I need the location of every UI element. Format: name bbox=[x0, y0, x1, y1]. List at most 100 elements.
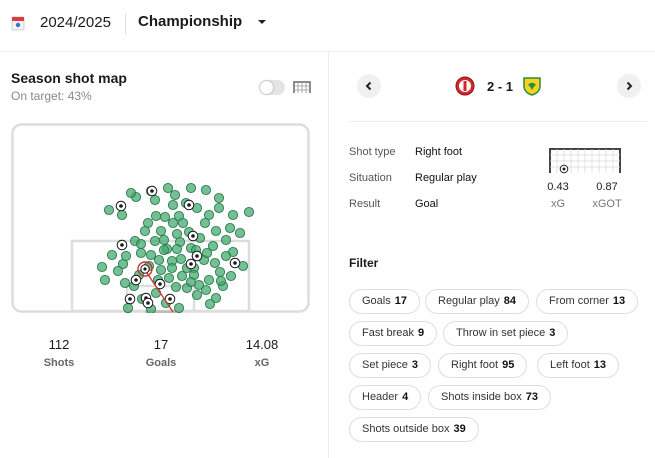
shot-marker[interactable] bbox=[203, 209, 215, 221]
shot-marker[interactable] bbox=[135, 238, 147, 250]
next-match-button[interactable] bbox=[617, 74, 641, 98]
chip-count: 84 bbox=[503, 295, 517, 307]
shot-marker[interactable] bbox=[201, 247, 213, 259]
bristol-city-crest-icon[interactable] bbox=[455, 76, 475, 96]
shot-marker[interactable] bbox=[153, 254, 165, 266]
shot-marker[interactable] bbox=[116, 209, 128, 221]
shot-marker[interactable] bbox=[213, 192, 225, 204]
shot-marker[interactable] bbox=[142, 217, 154, 229]
filter-chip-shots-outside-box[interactable]: Shots outside box 39 bbox=[349, 417, 479, 442]
shot-marker[interactable] bbox=[185, 276, 197, 288]
shot-marker[interactable] bbox=[145, 249, 157, 261]
prev-match-button[interactable] bbox=[357, 74, 381, 98]
shot-marker[interactable] bbox=[112, 265, 124, 277]
shot-marker[interactable] bbox=[204, 298, 216, 310]
filter-chip-goals[interactable]: Goals 17 bbox=[349, 289, 420, 314]
shot-marker[interactable] bbox=[220, 234, 232, 246]
shot-marker[interactable] bbox=[150, 210, 162, 222]
goal-marker[interactable] bbox=[191, 250, 203, 262]
shot-marker[interactable] bbox=[225, 270, 237, 282]
goal-marker[interactable] bbox=[154, 278, 166, 290]
shot-map-pitch[interactable] bbox=[11, 123, 310, 313]
shot-marker[interactable] bbox=[207, 240, 219, 252]
goal-marker[interactable] bbox=[130, 274, 142, 286]
shot-marker[interactable] bbox=[149, 235, 161, 247]
norwich-city-crest-icon[interactable] bbox=[522, 76, 542, 96]
shot-marker[interactable] bbox=[155, 264, 167, 276]
shot-marker[interactable] bbox=[170, 281, 182, 293]
shot-marker[interactable] bbox=[171, 243, 183, 255]
shot-marker[interactable] bbox=[135, 247, 147, 259]
shot-marker[interactable] bbox=[106, 249, 118, 261]
shot-marker[interactable] bbox=[215, 275, 227, 287]
goal-frame-icon[interactable] bbox=[293, 80, 311, 94]
goal-marker[interactable] bbox=[124, 293, 136, 305]
goal-marker[interactable] bbox=[187, 230, 199, 242]
shot-marker[interactable] bbox=[158, 244, 170, 256]
shot-marker[interactable] bbox=[125, 187, 137, 199]
shot-marker[interactable] bbox=[227, 209, 239, 221]
shot-marker[interactable] bbox=[200, 284, 212, 296]
goal-marker[interactable] bbox=[115, 200, 127, 212]
shot-marker[interactable] bbox=[173, 302, 185, 313]
shot-marker[interactable] bbox=[122, 302, 134, 313]
shot-marker[interactable] bbox=[167, 217, 179, 229]
shot-marker[interactable] bbox=[220, 250, 232, 262]
filter-chip-throw-in-set-piece[interactable]: Throw in set piece 3 bbox=[443, 321, 569, 346]
shot-marker[interactable] bbox=[103, 204, 115, 216]
filter-chip-shots-inside-box[interactable]: Shots inside box 73 bbox=[428, 385, 551, 410]
shot-marker[interactable] bbox=[177, 217, 189, 229]
shot-marker[interactable] bbox=[155, 225, 167, 237]
goal-marker[interactable] bbox=[142, 297, 154, 309]
shot-marker[interactable] bbox=[185, 182, 197, 194]
shot-marker[interactable] bbox=[191, 289, 203, 301]
shot-marker[interactable] bbox=[199, 217, 211, 229]
shot-marker[interactable] bbox=[166, 262, 178, 274]
shot-marker[interactable] bbox=[175, 253, 187, 265]
goal-marker[interactable] bbox=[229, 257, 241, 269]
shot-marker[interactable] bbox=[210, 225, 222, 237]
shot-marker[interactable] bbox=[176, 270, 188, 282]
shot-marker[interactable] bbox=[234, 227, 246, 239]
shot-marker[interactable] bbox=[203, 274, 215, 286]
shot-marker[interactable] bbox=[213, 202, 225, 214]
season-selector[interactable]: 2024/2025 bbox=[40, 14, 111, 31]
filter-chip-set-piece[interactable]: Set piece 3 bbox=[349, 353, 431, 378]
filter-chip-header[interactable]: Header 4 bbox=[349, 385, 422, 410]
selected-shot-ring[interactable] bbox=[137, 261, 153, 277]
chevron-down-icon[interactable] bbox=[257, 17, 267, 27]
goal-marker[interactable] bbox=[164, 293, 176, 305]
filter-chip-fast-break[interactable]: Fast break 9 bbox=[349, 321, 438, 346]
shot-marker[interactable] bbox=[99, 274, 111, 286]
league-selector[interactable]: Championship bbox=[138, 13, 243, 30]
filter-chip-right-foot[interactable]: Right foot 95 bbox=[438, 353, 528, 378]
shot-marker[interactable] bbox=[149, 194, 161, 206]
shot-marker[interactable] bbox=[158, 234, 170, 246]
shot-marker[interactable] bbox=[243, 206, 255, 218]
goal-marker[interactable] bbox=[185, 258, 197, 270]
shot-marker[interactable] bbox=[162, 182, 174, 194]
shot-marker[interactable] bbox=[163, 272, 175, 284]
shot-map-toggle[interactable] bbox=[259, 80, 285, 95]
shot-marker[interactable] bbox=[159, 211, 171, 223]
shot-marker[interactable] bbox=[120, 250, 132, 262]
shot-marker[interactable] bbox=[150, 287, 162, 299]
stat-label: xG bbox=[254, 357, 270, 369]
shot-marker[interactable] bbox=[224, 222, 236, 234]
filter-chip-from-corner[interactable]: From corner 13 bbox=[536, 289, 639, 314]
goal-marker[interactable] bbox=[183, 199, 195, 211]
shot-marker[interactable] bbox=[214, 266, 226, 278]
shot-marker[interactable] bbox=[209, 257, 221, 269]
shot-marker[interactable] bbox=[167, 199, 179, 211]
shot-marker[interactable] bbox=[119, 277, 131, 289]
goal-marker[interactable] bbox=[146, 185, 158, 197]
shot-marker[interactable] bbox=[200, 184, 212, 196]
shot-marker[interactable] bbox=[171, 228, 183, 240]
filter-chip-regular-play[interactable]: Regular play 84 bbox=[425, 289, 530, 314]
shot-marker[interactable] bbox=[210, 292, 222, 304]
shot-marker[interactable] bbox=[96, 261, 108, 273]
filter-chip-left-foot[interactable]: Left foot 13 bbox=[537, 353, 620, 378]
goal-marker[interactable] bbox=[116, 239, 128, 251]
shot-map-title: Season shot map bbox=[11, 70, 127, 86]
shot-marker[interactable] bbox=[169, 189, 181, 201]
